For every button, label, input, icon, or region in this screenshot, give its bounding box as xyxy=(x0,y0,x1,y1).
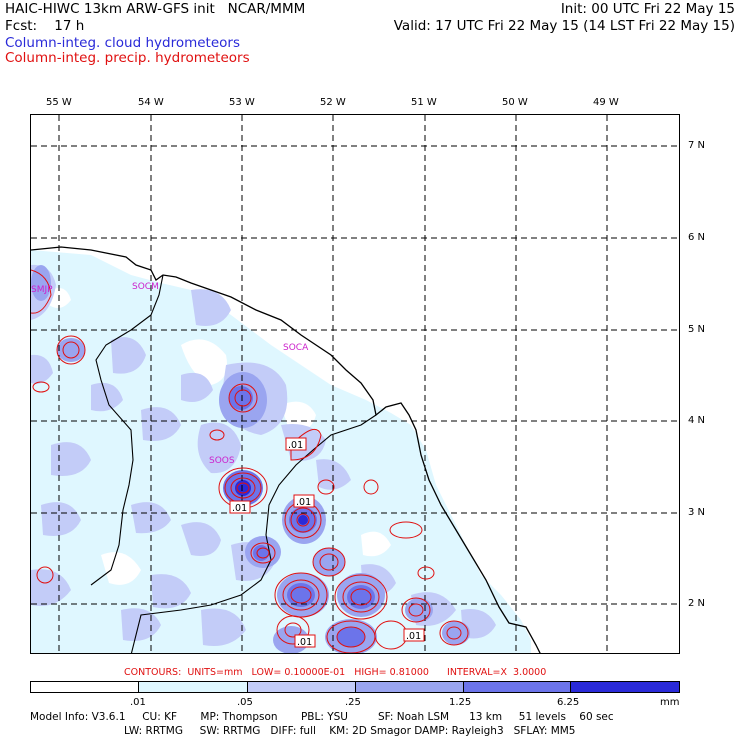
cloud-gap xyxy=(281,401,316,431)
colorbar-label-2: .25 xyxy=(345,697,361,708)
colorbar-bin-3 xyxy=(356,682,464,692)
colorbar-label-4: 6.25 xyxy=(557,697,580,708)
station-soca: SOCA xyxy=(283,343,309,353)
colorbar-units: mm xyxy=(660,697,680,708)
forecast-hour: Fcst: 17 h xyxy=(5,18,85,34)
product-title: HAIC-HIWC 13km ARW-GFS init NCAR/MMM xyxy=(5,1,306,17)
colorbar-bin-2 xyxy=(248,682,356,692)
lon-label-49w: 49 W xyxy=(593,97,619,108)
lat-label-2n: 2 N xyxy=(688,598,706,609)
model-info-line1: Model Info: V3.6.1 CU: KF MP: Thompson P… xyxy=(30,711,614,723)
cloud-gap xyxy=(101,552,141,585)
contour-label: .01 xyxy=(232,503,247,514)
station-labels: SMJP SOCM SOCA SOOS xyxy=(31,282,309,466)
colorbar-label-1: .05 xyxy=(237,697,253,708)
contour-label: .01 xyxy=(297,637,312,648)
colorbar xyxy=(30,681,680,693)
colorbar-label-3: 1.25 xyxy=(449,697,472,708)
colorbar-bin-5 xyxy=(571,682,680,692)
contour-label: .01 xyxy=(406,631,421,642)
station-socm: SOCM xyxy=(132,282,159,292)
lat-label-7n: 7 N xyxy=(688,140,706,151)
cloud-field-medium xyxy=(31,264,496,646)
coastline xyxy=(31,246,541,653)
lon-label-50w: 50 W xyxy=(502,97,528,108)
colorbar-bin-1 xyxy=(138,682,249,692)
contours-info: CONTOURS: UNITS=mm LOW= 0.10000E-01 HIGH… xyxy=(124,667,547,678)
cloud-gap xyxy=(361,531,391,557)
contour-label: .01 xyxy=(288,440,303,451)
legend-precip-hydrometeors: Column-integ. precip. hydrometeors xyxy=(5,50,250,66)
contour-label: .01 xyxy=(296,497,311,508)
cloud-field-light xyxy=(31,250,531,653)
cloud-gap xyxy=(181,339,227,385)
lon-label-53w: 53 W xyxy=(229,97,255,108)
lat-label-5n: 5 N xyxy=(688,324,706,335)
lon-label-54w: 54 W xyxy=(138,97,164,108)
lat-label-4n: 4 N xyxy=(688,415,706,426)
model-info-line2: LW: RRTMG SW: RRTMG DIFF: full KM: 2D Sm… xyxy=(124,725,576,737)
contour-value-labels: .01 .01 .01 .01 .01 xyxy=(229,437,425,648)
colorbar-bin-0 xyxy=(31,682,139,692)
lat-label-3n: 3 N xyxy=(688,507,706,518)
lat-label-6n: 6 N xyxy=(688,232,706,243)
colorbar-bin-4 xyxy=(463,682,572,692)
station-smjp: SMJP xyxy=(31,285,53,295)
colorbar-label-0: .01 xyxy=(130,697,146,708)
map-panel: .01 .01 .01 .01 .01 SMJP SOCM SOCA SOOS xyxy=(30,114,680,654)
valid-time: Valid: 17 UTC Fri 22 May 15 (14 LST Fri … xyxy=(393,18,735,34)
cloud-gap xyxy=(49,287,71,309)
border-suriname-french-guiana xyxy=(90,274,164,586)
station-soos: SOOS xyxy=(209,456,235,466)
lon-label-52w: 52 W xyxy=(320,97,346,108)
lon-label-51w: 51 W xyxy=(411,97,437,108)
legend-cloud-hydrometeors: Column-integ. cloud hydrometeors xyxy=(5,35,241,51)
lon-label-55w: 55 W xyxy=(46,97,72,108)
border-french-guiana-brazil xyxy=(130,414,377,653)
init-time: Init: 00 UTC Fri 22 May 15 xyxy=(560,1,735,17)
precip-contours xyxy=(31,269,469,653)
map-canvas: .01 .01 .01 .01 .01 SMJP SOCM SOCA SOOS xyxy=(31,115,679,653)
